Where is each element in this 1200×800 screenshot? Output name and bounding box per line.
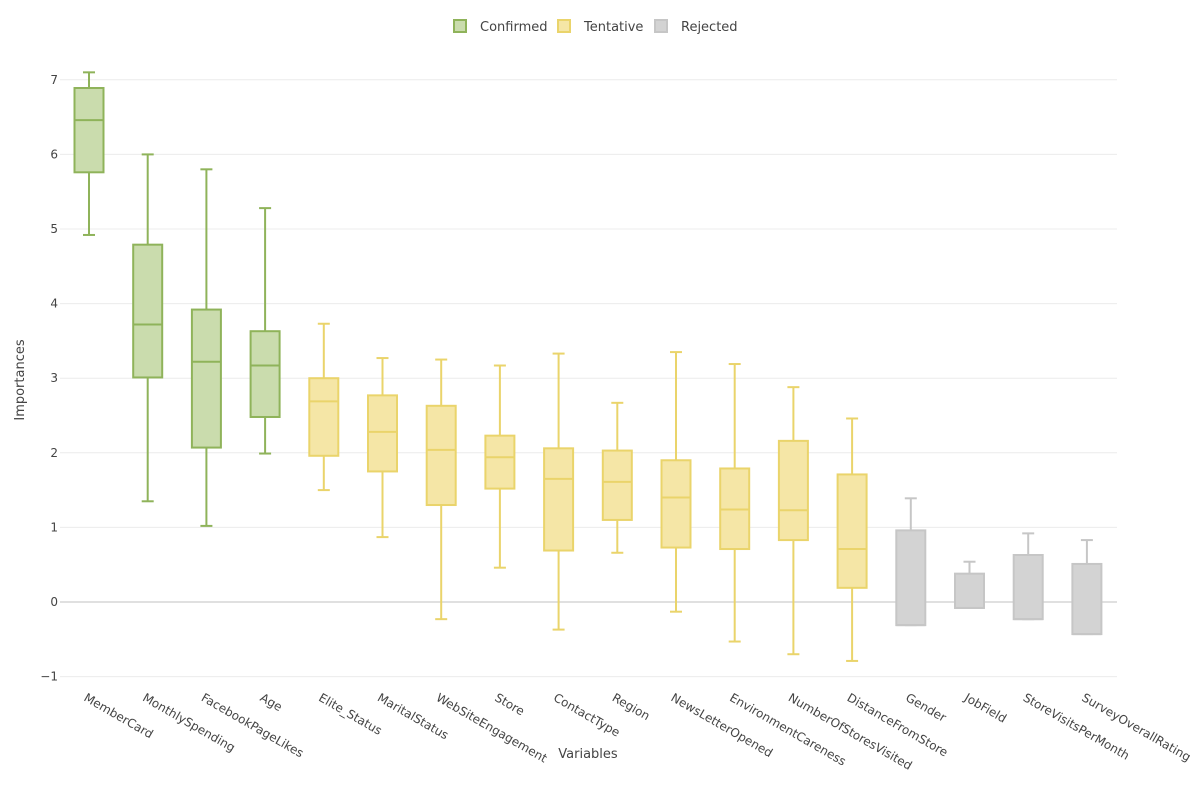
x-tick-label: StoreVisitsPerMonth xyxy=(1021,690,1132,762)
box-Region xyxy=(601,401,633,554)
box-DistanceFromStore xyxy=(836,417,868,662)
box-JobField xyxy=(954,560,985,609)
box-rect xyxy=(895,529,927,627)
box-rect xyxy=(660,459,692,549)
y-tick-label: 2 xyxy=(50,446,58,460)
box-NewsLetterOpened xyxy=(660,351,692,613)
legend-label: Confirmed xyxy=(480,20,548,35)
legend[interactable]: Confirmed Tentative Rejected xyxy=(453,19,738,35)
legend-item-tentative[interactable]: Tentative xyxy=(557,19,643,35)
box-rect xyxy=(1012,554,1044,621)
box-rect xyxy=(367,394,398,473)
y-tick-label: 1 xyxy=(50,520,58,534)
y-tick-label: 7 xyxy=(50,73,58,87)
box-EnvironmentCareness xyxy=(719,363,751,643)
y-tick-label: 0 xyxy=(50,595,58,609)
y-tick-label: 6 xyxy=(50,147,58,161)
box-rect xyxy=(249,330,281,418)
y-tick-label: 3 xyxy=(50,371,58,385)
box-NumberOfStoresVisited xyxy=(777,386,809,656)
box-rect xyxy=(73,87,105,174)
box-rect xyxy=(1071,562,1103,636)
x-tick-label: JobField xyxy=(961,690,1009,726)
x-tick-label: Elite_Status xyxy=(316,690,384,737)
gridlines xyxy=(60,79,1117,678)
box-ContactType xyxy=(543,352,575,631)
y-tick-label: 5 xyxy=(50,222,58,236)
legend-label: Tentative xyxy=(583,20,643,35)
legend-item-rejected[interactable]: Rejected xyxy=(654,19,738,35)
box-MemberCard xyxy=(73,71,105,236)
box-rect xyxy=(601,449,633,521)
box-rect xyxy=(543,447,575,552)
box-rect xyxy=(836,473,868,589)
box-FacebookPageLikes xyxy=(190,168,222,527)
x-axis-title: Variables xyxy=(558,747,618,762)
box-rect xyxy=(425,404,457,507)
x-tick-label: Store xyxy=(492,690,526,718)
x-tick-label: Region xyxy=(610,690,653,723)
box-MonthlySpending xyxy=(132,153,164,503)
y-tick-label: −1 xyxy=(40,670,58,684)
box-rect xyxy=(190,308,222,449)
x-tick-label: Gender xyxy=(903,690,948,724)
x-tick-label: DistanceFromStore xyxy=(845,690,951,759)
box-Store xyxy=(484,364,516,569)
box-rect xyxy=(954,572,985,609)
box-Elite_Status xyxy=(308,322,340,492)
box-rect xyxy=(484,434,516,490)
x-tick-label: NewsLetterOpened xyxy=(669,690,776,760)
y-axis-ticks: 7 6 5 4 3 2 1 0 −1 xyxy=(40,73,58,684)
legend-item-confirmed[interactable]: Confirmed xyxy=(453,19,548,35)
box-StoreVisitsPerMonth xyxy=(1012,532,1044,621)
x-tick-label: SurveyOverallRating xyxy=(1079,690,1193,764)
y-tick-label: 4 xyxy=(50,297,58,311)
legend-swatch xyxy=(557,19,571,33)
box-Gender xyxy=(895,497,927,627)
x-tick-label: FacebookPageLikes xyxy=(199,690,306,760)
box-WebSiteEngagement xyxy=(425,358,457,621)
box-SurveyOverallRating xyxy=(1071,539,1103,636)
box-series xyxy=(73,71,1103,662)
box-MaritalStatus xyxy=(367,357,398,539)
box-rect xyxy=(132,243,164,379)
box-rect xyxy=(777,439,809,542)
box-Age xyxy=(249,207,281,455)
x-tick-label: Age xyxy=(258,690,285,714)
legend-swatch xyxy=(654,19,668,33)
legend-swatch xyxy=(453,19,467,33)
x-axis-ticks: MemberCardMonthlySpendingFacebookPageLik… xyxy=(82,690,1194,773)
legend-label: Rejected xyxy=(681,20,738,35)
box-rect xyxy=(308,377,340,457)
y-axis-title: Importances xyxy=(13,339,28,420)
